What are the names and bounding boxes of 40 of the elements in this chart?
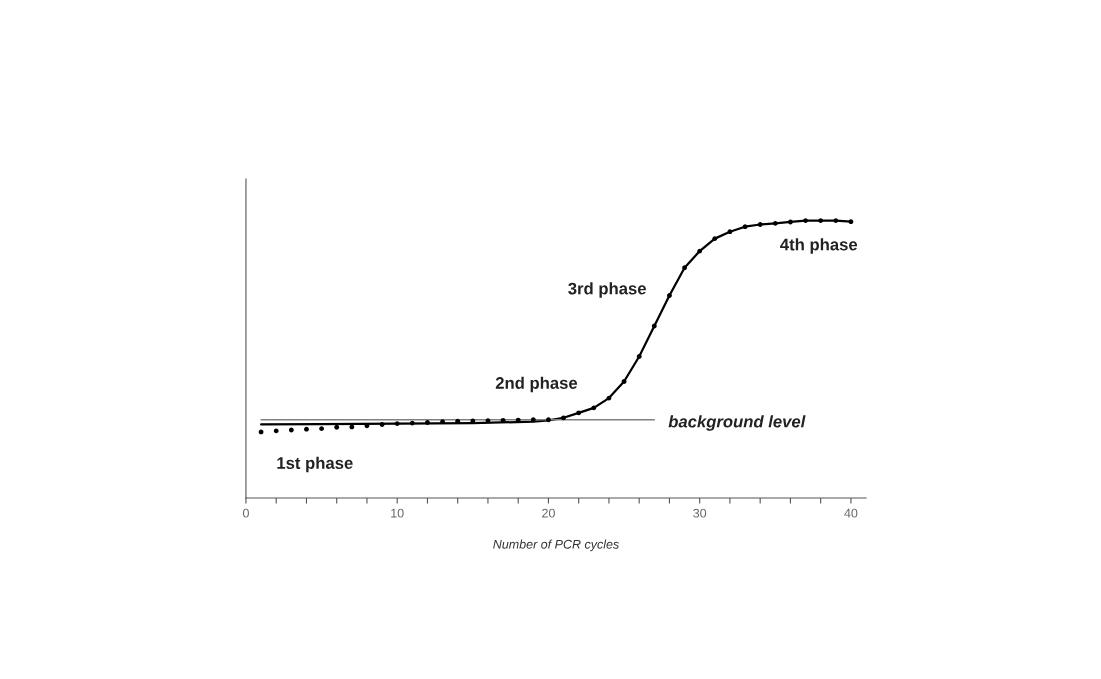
x-tick-label: 0 <box>242 508 249 518</box>
point <box>772 220 778 226</box>
point <box>757 222 763 227</box>
point <box>304 426 309 432</box>
point <box>636 354 642 359</box>
point <box>500 417 506 423</box>
point <box>409 420 415 426</box>
point <box>727 229 733 235</box>
point <box>394 421 400 427</box>
x-tick-label: 10 <box>391 508 404 518</box>
point <box>697 248 703 254</box>
point <box>576 410 582 416</box>
point <box>591 405 597 411</box>
x-axis-title: Number of PCR cycles <box>493 539 619 552</box>
annotation: 4th phase <box>780 238 858 254</box>
point <box>288 427 294 433</box>
point <box>833 218 839 223</box>
annotation: 1st phase <box>277 456 353 473</box>
x-tick-label: 30 <box>693 508 707 518</box>
annotation: 2nd phase <box>495 376 578 393</box>
point <box>546 417 551 423</box>
x-tick-label: 20 <box>542 508 555 518</box>
point <box>455 418 461 424</box>
annotation: 3rd phase <box>568 282 646 298</box>
point <box>667 293 672 298</box>
point <box>803 218 808 223</box>
point <box>561 415 566 421</box>
x-tick-label: 40 <box>844 508 858 518</box>
point <box>682 265 687 271</box>
point <box>848 219 854 225</box>
point <box>425 420 430 425</box>
point <box>273 428 279 434</box>
annotation: background level <box>668 415 806 431</box>
point <box>818 218 824 223</box>
point <box>334 424 340 430</box>
point <box>742 224 748 230</box>
point <box>530 417 536 423</box>
point <box>319 426 324 432</box>
point <box>712 236 718 242</box>
point <box>651 323 657 329</box>
